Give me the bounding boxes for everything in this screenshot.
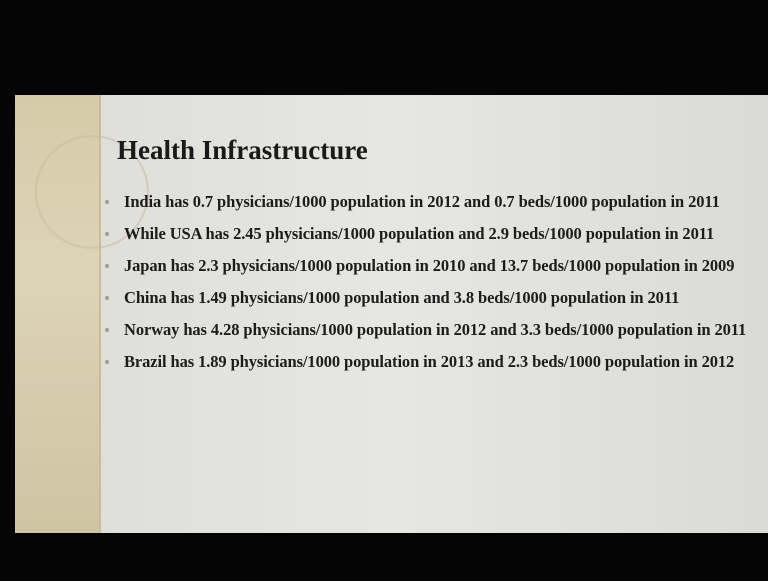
bullet-dot xyxy=(105,232,109,236)
bullet-dot xyxy=(105,328,109,332)
bullet-text: India has 0.7 physicians/1000 population… xyxy=(124,192,720,211)
decor-ring xyxy=(35,135,149,249)
bullet-text: Norway has 4.28 physicians/1000 populati… xyxy=(124,320,747,339)
bullet-item: Japan has 2.3 physicians/1000 population… xyxy=(105,256,752,276)
bullet-item: China has 1.49 physicians/1000 populatio… xyxy=(105,288,752,308)
bullet-list: India has 0.7 physicians/1000 population… xyxy=(105,192,752,384)
bullet-item: Norway has 4.28 physicians/1000 populati… xyxy=(105,320,752,340)
slide-title: Health Infrastructure xyxy=(117,135,368,165)
bullet-text: Japan has 2.3 physicians/1000 population… xyxy=(124,256,735,275)
bullet-dot xyxy=(105,264,109,268)
bullet-text: China has 1.49 physicians/1000 populatio… xyxy=(124,288,680,307)
bullet-item: Brazil has 1.89 physicians/1000 populati… xyxy=(105,352,752,372)
bullet-dot xyxy=(105,200,109,204)
bullet-dot xyxy=(105,296,109,300)
slide: Health Infrastructure India has 0.7 phys… xyxy=(15,95,768,533)
bullet-item: While USA has 2.45 physicians/1000 popul… xyxy=(105,224,752,244)
bullet-text: While USA has 2.45 physicians/1000 popul… xyxy=(124,224,715,243)
bullet-text: Brazil has 1.89 physicians/1000 populati… xyxy=(124,352,735,371)
bullet-item: India has 0.7 physicians/1000 population… xyxy=(105,192,752,212)
bullet-dot xyxy=(105,360,109,364)
